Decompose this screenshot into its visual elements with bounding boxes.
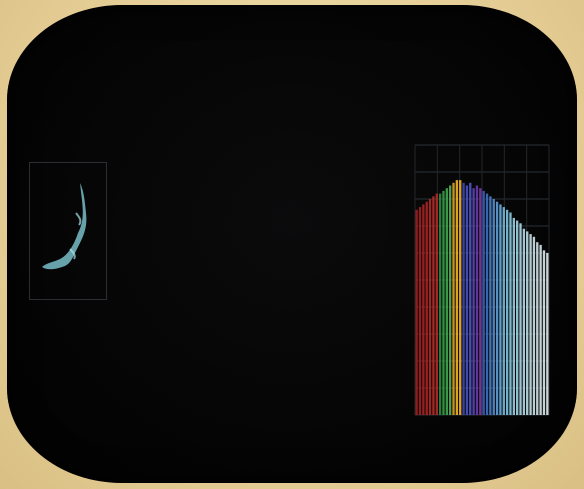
chart-bar	[509, 212, 512, 415]
chart-bar	[505, 209, 509, 415]
chart-bar	[482, 190, 485, 415]
chart-bar	[512, 217, 515, 415]
chart-grid	[414, 144, 550, 416]
chart-bar	[469, 182, 472, 415]
chart-bar	[495, 201, 499, 415]
chart-bar	[539, 244, 542, 415]
spectrum-chart	[377, 135, 552, 435]
chart-bar	[519, 223, 522, 415]
crt-screen	[7, 5, 577, 483]
specimen-panel	[29, 162, 107, 300]
chart-bar	[472, 188, 475, 415]
chart-bar	[445, 188, 448, 415]
chart-bar	[428, 199, 432, 415]
chart-bar	[435, 193, 438, 415]
chart-svg	[414, 144, 550, 416]
chart-bar	[425, 201, 428, 415]
chart-bar	[536, 242, 539, 415]
chart-bar	[532, 236, 536, 415]
chart-bar	[422, 204, 425, 415]
chart-bar	[516, 220, 519, 415]
chart-bar	[499, 204, 502, 415]
chart-bar	[452, 182, 455, 415]
chart-bar	[526, 231, 529, 415]
chart-bar	[479, 188, 482, 415]
chart-bars	[415, 180, 549, 415]
chart-bar	[502, 207, 505, 415]
chart-bar	[465, 185, 469, 415]
chart-bar	[438, 193, 442, 415]
chart-bar	[432, 196, 435, 415]
chart-bar	[529, 234, 532, 415]
chart-bar	[475, 185, 479, 415]
chart-bar	[418, 207, 422, 415]
chart-bar	[485, 193, 489, 415]
chart-bar	[489, 196, 492, 415]
chart-bar	[542, 250, 546, 415]
chart-bar	[449, 185, 452, 415]
chart-bar	[546, 253, 549, 415]
chart-bar	[415, 209, 418, 415]
chart-bar	[462, 182, 465, 415]
specimen-image	[42, 183, 87, 270]
chart-bar	[522, 228, 526, 415]
chart-bar	[492, 199, 495, 415]
chart-bar	[455, 180, 459, 415]
chart-bar	[459, 180, 462, 415]
chart-bar	[442, 190, 445, 415]
